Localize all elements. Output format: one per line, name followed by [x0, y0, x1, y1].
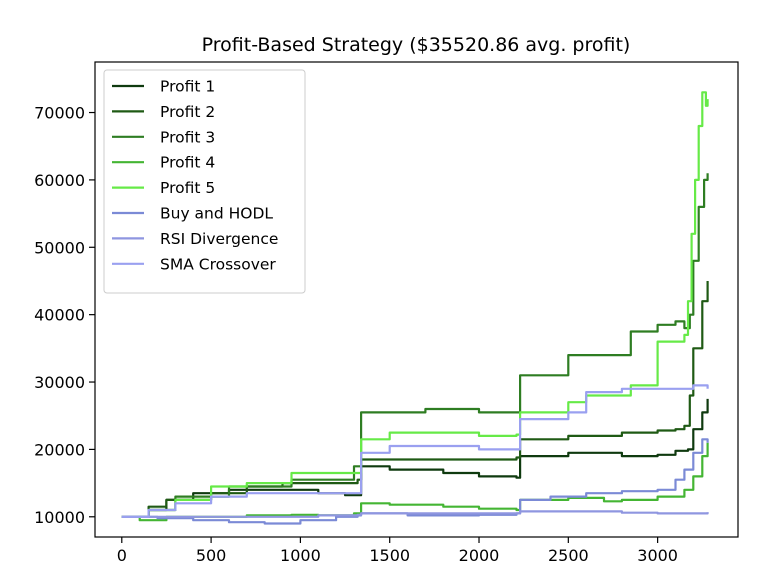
x-tick-label: 1000: [280, 546, 321, 565]
legend-label: Profit 5: [160, 179, 215, 197]
legend-label: Profit 4: [160, 154, 215, 172]
x-axis: 0 500 1000 1500 2000 2500 3000: [117, 537, 678, 565]
y-tick-label: 50000: [34, 238, 85, 257]
series-line-7: [121, 510, 709, 518]
plot-area-frame: [94, 61, 739, 538]
legend: Profit 1 Profit 2 Profit 3 Profit 4 Profit 5…: [103, 69, 306, 294]
series-line-3: [121, 173, 709, 518]
y-tick-label: 30000: [34, 373, 85, 392]
legend-label: Profit 1: [160, 78, 215, 96]
legend-label: Profit 3: [160, 128, 215, 146]
series-line-6: [121, 438, 709, 525]
series-line-4: [121, 442, 709, 522]
legend-label: Profit 2: [160, 103, 215, 121]
y-tick-label: 20000: [34, 440, 85, 459]
x-tick-label: 3000: [637, 546, 678, 565]
x-tick-label: 0: [117, 546, 127, 565]
y-tick-label: 40000: [34, 306, 85, 325]
legend-label: SMA Crossover: [160, 255, 276, 273]
y-tick-label: 70000: [34, 104, 85, 123]
legend-label: RSI Divergence: [160, 230, 278, 248]
x-tick-label: 2000: [459, 546, 500, 565]
x-tick-label: 2500: [548, 546, 589, 565]
y-tick-label: 60000: [34, 171, 85, 190]
x-tick-label: 500: [196, 546, 227, 565]
legend-label: Buy and HODL: [160, 205, 273, 223]
series-line-8: [121, 384, 709, 518]
series-line-2: [121, 281, 709, 518]
y-tick-label: 10000: [34, 508, 85, 527]
chart-title: Profit-Based Strategy ($35520.86 avg. pr…: [202, 34, 631, 56]
y-axis: 10000 20000 30000 40000 50000 60000 70000: [34, 104, 95, 527]
legend-box: [103, 69, 306, 294]
series-layer: [121, 91, 709, 525]
x-tick-label: 1500: [369, 546, 410, 565]
